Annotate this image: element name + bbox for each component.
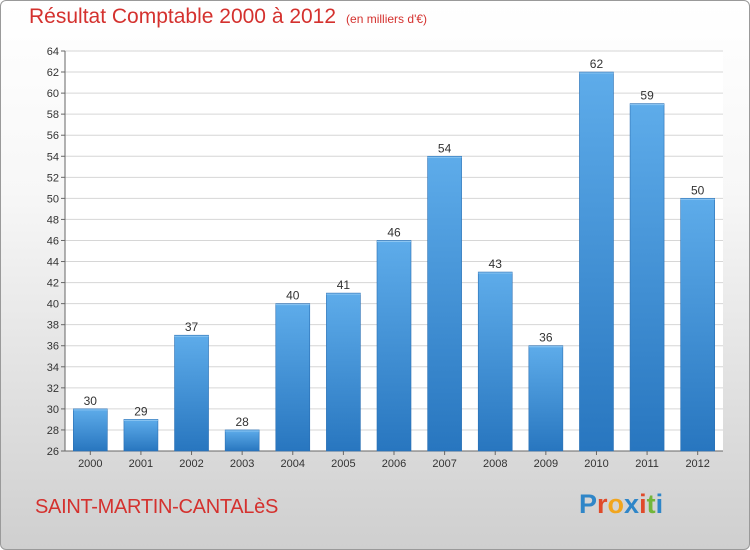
x-tick-label: 2006 [382,458,406,470]
commune-name: SAINT-MARTIN-CANTALèS [35,496,278,518]
bar [275,303,311,452]
data-label: 29 [134,404,148,418]
data-label: 54 [438,141,452,155]
x-tick-label: 2003 [230,458,254,470]
y-tick-label: 60 [47,88,59,100]
data-label: 28 [235,415,249,429]
y-tick-label: 64 [47,46,59,58]
logo-letter: P [579,489,598,519]
y-tick-label: 54 [47,151,59,163]
bar [680,198,715,452]
y-tick-label: 26 [47,446,59,458]
bar [629,103,665,452]
bar [477,271,513,452]
chart-title-block: Résultat Comptable 2000 à 2012 (en millie… [29,5,427,29]
y-tick-label: 58 [47,109,59,121]
data-label: 62 [590,57,604,71]
chart-title: Résultat Comptable 2000 à 2012 [29,5,337,28]
data-label: 43 [489,257,503,271]
bar [123,419,159,452]
y-tick-label: 56 [47,130,59,142]
x-tick-label: 2004 [281,458,305,470]
bar-chart: 26 28 30 32 34 36 38 40 42 44 46 48 50 52 54 56 58 60 62 64… [47,46,723,470]
y-tick-label: 36 [47,341,59,353]
y-tick-label: 62 [47,67,59,79]
logo-letter: r [597,489,608,519]
x-tick-label: 2005 [331,458,355,470]
bar [174,334,209,452]
data-label: 41 [337,278,351,292]
bar [73,408,108,452]
bar [528,345,564,452]
bar [427,155,462,452]
logo-letter: i [639,489,647,519]
bar [224,429,260,452]
data-label: 50 [691,183,705,197]
y-tick-label: 48 [47,214,59,226]
logo-letter: o [607,489,625,519]
data-label: 30 [84,394,98,408]
data-label: 36 [539,331,553,345]
y-tick-label: 28 [47,425,59,437]
x-tick-label: 2008 [483,458,507,470]
y-tick-label: 44 [47,257,59,269]
y-tick-label: 46 [47,235,59,247]
x-tick-label: 2007 [432,458,456,470]
data-label: 40 [286,289,300,303]
proxiti-logo: Proxiti [579,489,663,520]
x-tick-label: 2012 [685,458,709,470]
x-tick-label: 2011 [635,458,659,470]
bar [376,240,412,452]
x-tick-label: 2010 [584,458,608,470]
y-tick-label: 50 [47,193,59,205]
y-tick-label: 42 [47,278,59,290]
y-tick-label: 34 [47,362,59,374]
logo-letter: i [655,489,664,519]
y-tick-label: 52 [47,172,59,184]
x-tick-label: 2009 [534,458,558,470]
logo-letter: t [646,489,656,519]
bar [579,71,614,452]
data-label: 59 [640,89,654,103]
x-tick-label: 2001 [129,458,153,470]
x-tick-label: 2000 [78,458,102,470]
y-tick-label: 38 [47,320,59,332]
data-label: 46 [387,225,401,239]
chart-subtitle: (en milliers d'€) [346,12,428,26]
bar [326,292,361,452]
logo-letter: x [624,489,640,519]
x-tick-label: 2002 [179,458,203,470]
y-tick-label: 32 [47,383,59,395]
y-tick-label: 40 [47,299,59,311]
y-tick-label: 30 [47,404,59,416]
data-label: 37 [185,320,199,334]
